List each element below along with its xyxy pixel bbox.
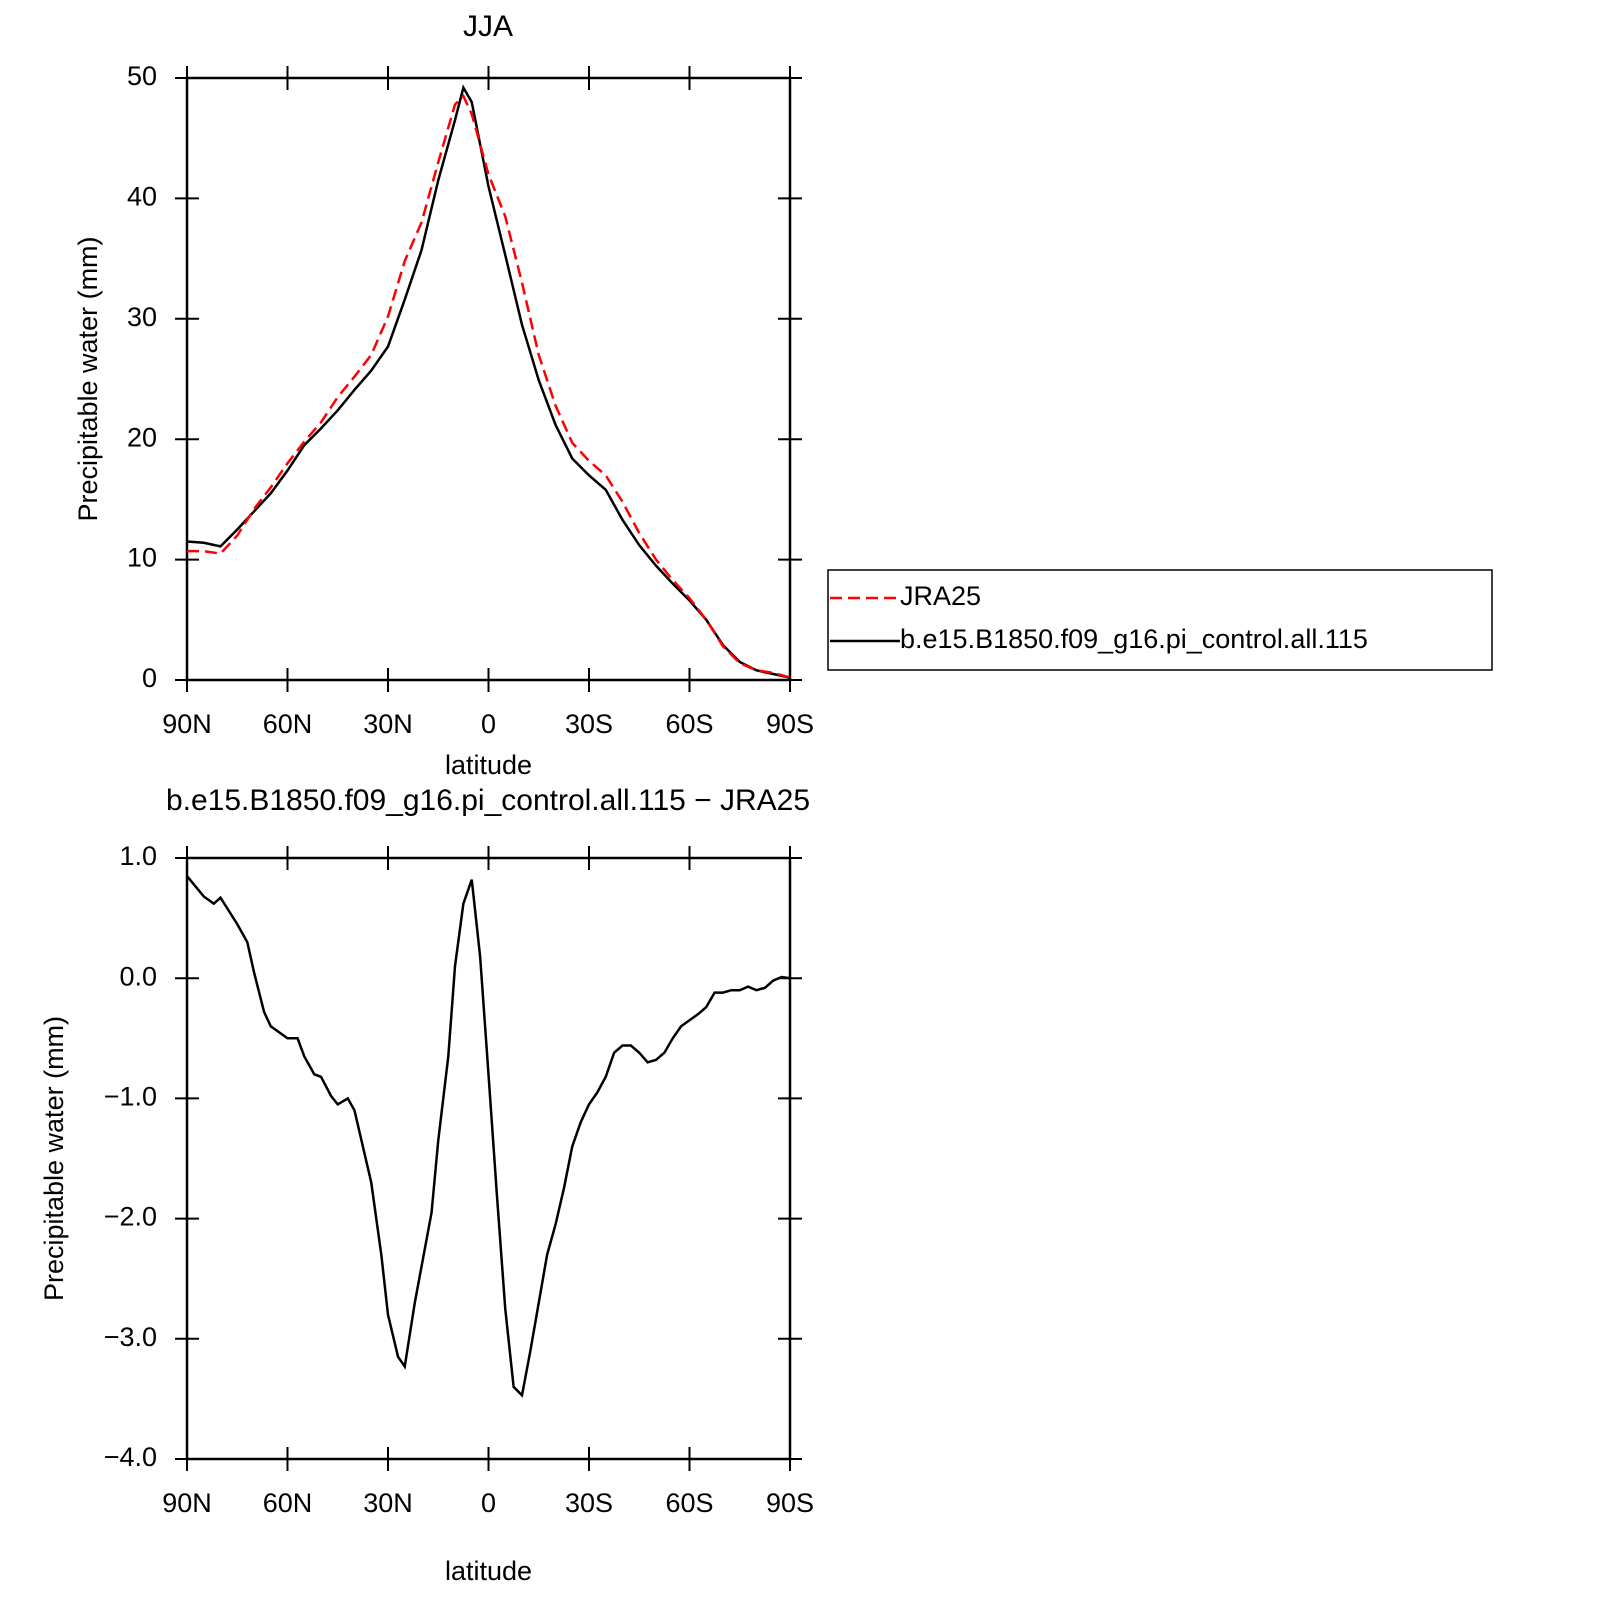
chart-title: JJA [463, 10, 513, 43]
x-tick-label: 30N [363, 709, 413, 739]
y-tick-label: 20 [127, 422, 157, 452]
data-line [187, 93, 791, 679]
y-tick-label: 30 [127, 302, 157, 332]
legend-label: b.e15.B1850.f09_g16.pi_control.all.115 [900, 624, 1368, 654]
y-tick-label: 0 [142, 663, 157, 693]
x-tick-label: 30N [363, 1488, 413, 1518]
x-tick-label: 90N [162, 1488, 212, 1518]
y-tick-label: 0.0 [119, 961, 157, 991]
x-axis-label: latitude [445, 1556, 532, 1586]
y-tick-label: −3.0 [104, 1322, 157, 1352]
x-tick-label: 90N [162, 709, 212, 739]
x-axis-label: latitude [445, 750, 532, 780]
chart-title: b.e15.B1850.f09_g16.pi_control.all.115 −… [166, 784, 810, 817]
y-tick-label: −4.0 [104, 1442, 157, 1472]
y-tick-label: 50 [127, 61, 157, 91]
x-tick-label: 60N [263, 1488, 313, 1518]
x-tick-label: 0 [481, 1488, 496, 1518]
x-tick-label: 60N [263, 709, 313, 739]
plot-frame [185, 856, 792, 1461]
plot-frame [185, 76, 792, 682]
y-axis-label: Precipitable water (mm) [73, 236, 103, 521]
x-tick-label: 60S [665, 1488, 713, 1518]
x-tick-label: 90S [766, 709, 814, 739]
x-tick-label: 60S [665, 709, 713, 739]
data-line [186, 84, 791, 679]
legend-label: JRA25 [900, 581, 981, 611]
y-tick-label: 1.0 [119, 841, 157, 871]
y-tick-label: −2.0 [104, 1202, 157, 1232]
data-line [186, 875, 791, 1398]
y-axis-label: Precipitable water (mm) [39, 1016, 69, 1301]
x-tick-label: 0 [481, 709, 496, 739]
y-tick-label: 40 [127, 182, 157, 212]
x-tick-label: 30S [565, 1488, 613, 1518]
x-tick-label: 30S [565, 709, 613, 739]
x-tick-label: 90S [766, 1488, 814, 1518]
legend-box [827, 569, 1493, 671]
y-tick-label: 10 [127, 543, 157, 573]
y-tick-label: −1.0 [104, 1082, 157, 1112]
